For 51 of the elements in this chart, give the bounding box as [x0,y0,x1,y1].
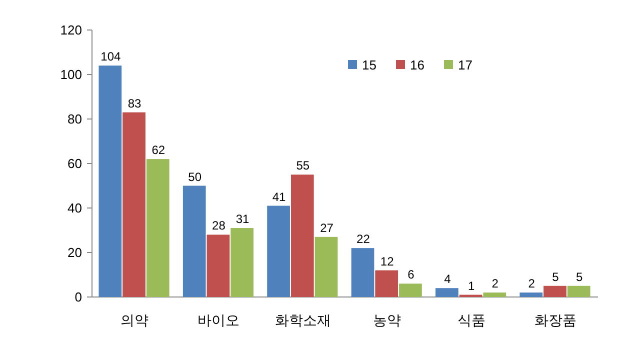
x-tick-label: 화학소재 [274,312,331,328]
bar [146,159,170,297]
y-tick-label: 120 [60,22,82,38]
legend-label: 15 [362,58,376,73]
data-label: 28 [212,218,226,233]
y-tick-label: 80 [68,112,82,127]
data-label: 1 [468,278,475,293]
bar [267,206,290,297]
data-label: 31 [236,212,250,226]
y-tick-label: 40 [68,200,82,216]
data-label: 27 [320,220,334,235]
data-label: 55 [296,158,310,173]
y-tick-label: 20 [68,245,82,260]
legend-label: 16 [410,58,424,73]
bar [567,286,590,297]
bar [290,174,314,297]
data-label: 83 [128,96,142,110]
y-tick-label: 60 [68,156,82,172]
bar [351,248,374,297]
data-label: 62 [152,143,166,158]
bar [206,234,230,297]
data-label: 22 [356,232,370,246]
x-tick-label: 식품 [457,312,486,328]
bar [436,288,458,297]
data-label: 4 [444,272,452,286]
data-label: 5 [552,270,560,284]
data-label: 50 [188,170,202,184]
data-label: 6 [408,268,415,282]
bar [520,292,543,297]
bar [98,66,122,297]
bar [182,186,206,297]
data-label: 104 [100,50,121,64]
x-tick-label: 화장품 [534,312,576,328]
data-label: 41 [272,190,286,204]
bar [314,236,338,297]
x-tick-label: 의약 [120,312,149,328]
bar [230,228,254,297]
data-label: 2 [528,276,536,291]
y-tick-label: 100 [60,67,82,82]
data-label: 5 [576,270,583,284]
bar [375,270,398,297]
x-tick-label: 바이오 [198,312,240,328]
legend-label: 17 [458,58,472,73]
x-tick-label: 농약 [373,312,402,328]
bar [483,292,506,297]
bar [544,286,566,297]
data-label: 12 [380,254,394,268]
bar [399,284,422,297]
data-label: 2 [492,276,499,291]
y-tick-label: 0 [74,290,82,305]
bar [122,112,146,297]
